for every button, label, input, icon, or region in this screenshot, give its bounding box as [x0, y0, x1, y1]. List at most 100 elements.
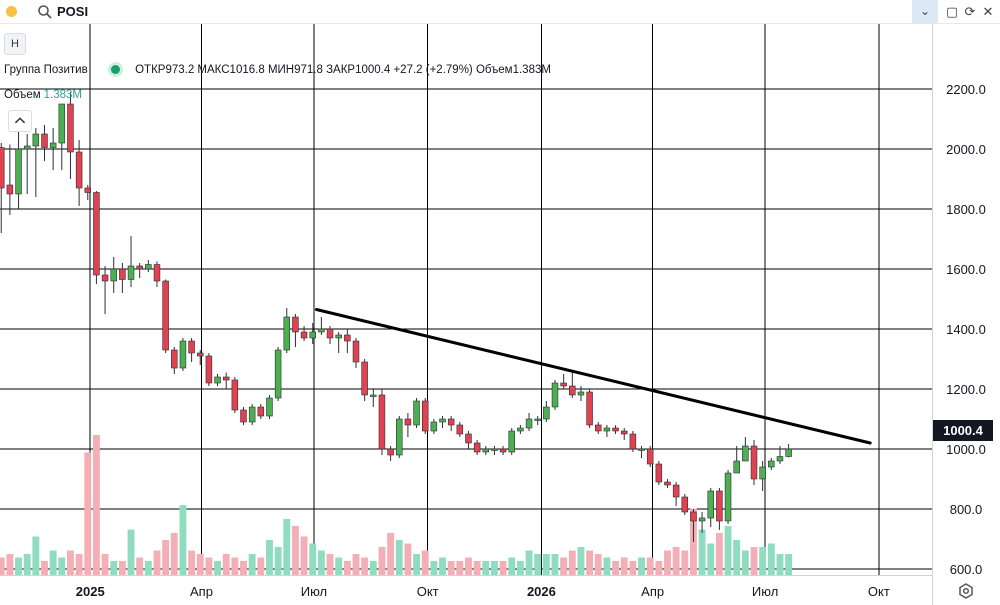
instrument-name: Группа Позитив [4, 64, 88, 76]
candle-body [318, 328, 325, 333]
price-tick-label: 1800.0 [946, 202, 986, 217]
candle-body [136, 265, 143, 270]
volume-bar [629, 561, 637, 575]
low-value: 971.8 [294, 64, 323, 76]
candle-body [508, 430, 515, 453]
candle-body [153, 264, 161, 282]
candle-body [785, 448, 792, 457]
visibility-icon[interactable] [110, 65, 120, 74]
time-tick-label: Июл [752, 584, 778, 599]
volume-bar [274, 547, 282, 575]
candle-body [197, 352, 204, 357]
candle-body [750, 445, 758, 480]
series-legend: Группа Позитив ОТКР973.2 МАКС1016.8 МИН9… [4, 64, 551, 76]
volume-bar [447, 561, 455, 575]
gear-icon[interactable] [958, 583, 974, 599]
refresh-icon[interactable]: ⟳ [964, 4, 976, 19]
candle-body [569, 385, 576, 396]
candle-body [551, 382, 559, 408]
volume-bar [283, 519, 291, 575]
volume-bar [724, 526, 732, 575]
candle-body [344, 334, 351, 342]
candle-body [32, 133, 40, 147]
volume-bar [170, 533, 178, 575]
volume-bar [750, 547, 758, 575]
candle-body [6, 184, 14, 195]
open-label: ОТКР [135, 64, 166, 76]
candle-body [733, 460, 740, 474]
chevron-down-icon[interactable]: ⌄ [912, 0, 938, 23]
h-button[interactable]: Н [4, 33, 26, 55]
search-icon[interactable] [37, 4, 53, 20]
candle-body [15, 148, 22, 195]
candle-body [586, 391, 593, 426]
volume-label: Объем [475, 64, 513, 76]
volume-bar [214, 561, 221, 575]
candle-body [335, 334, 342, 339]
volume-bar [144, 561, 152, 575]
volume-bar [240, 561, 247, 575]
collapse-icon[interactable] [8, 110, 32, 132]
candle-body [776, 456, 784, 462]
candle-body [560, 382, 567, 387]
volume-bar [499, 561, 507, 575]
volume-bar [387, 533, 395, 575]
candle-body [93, 192, 100, 276]
price-tick-label: 2200.0 [946, 82, 986, 97]
candle-body [300, 331, 308, 339]
candle-body [361, 361, 368, 396]
high-value: 1016.8 [229, 64, 265, 76]
chart-grid [0, 24, 933, 605]
symbol-input[interactable]: POSI [57, 4, 89, 19]
volume-bar [413, 554, 420, 575]
candle-body [231, 379, 239, 411]
candle-body [127, 265, 135, 280]
candle-body [119, 268, 126, 280]
price-tick-label: 1400.0 [946, 322, 986, 337]
volume-bar [638, 557, 645, 575]
volume-legend-value: 1.383M [43, 89, 82, 101]
volume-bar [248, 554, 256, 575]
volume-bar [534, 554, 542, 575]
close-icon[interactable]: ✕ [982, 4, 994, 19]
volume-bar [32, 536, 40, 575]
close-label: ЗАКР [326, 64, 356, 76]
candle-body [690, 511, 697, 522]
volume-bar [672, 547, 680, 575]
time-tick-label: Окт [417, 584, 439, 599]
candle-body [171, 349, 178, 369]
high-label: МАКС [197, 64, 230, 76]
candle-body [768, 460, 775, 468]
volume-bar [67, 550, 74, 575]
open-value: 973.2 [165, 64, 195, 76]
volume-bar [15, 557, 22, 575]
candle-body [430, 421, 438, 432]
volume-bar [404, 543, 412, 575]
candle-body [214, 376, 221, 384]
candlesticks [0, 92, 792, 542]
candle-body [629, 433, 637, 450]
candle-body [672, 484, 680, 498]
candle-body [707, 490, 714, 519]
volume-bar [179, 505, 187, 575]
candle-body [188, 340, 195, 354]
volume-bar [516, 561, 524, 575]
volume-bar [655, 561, 663, 575]
volume-bar [361, 557, 369, 575]
trendline [314, 308, 872, 445]
candle-body [179, 340, 187, 369]
volume-bar [525, 550, 533, 575]
volume-bar [646, 557, 654, 575]
candle-body [456, 424, 464, 435]
maximize-icon[interactable]: ▢ [945, 4, 959, 19]
candle-body [266, 397, 273, 417]
candle-body [681, 496, 689, 513]
candle-body [482, 448, 490, 453]
candle-body [257, 406, 265, 417]
candle-body [283, 316, 291, 351]
candle-body [248, 406, 256, 423]
volume-bar [188, 550, 196, 575]
volume-bar [326, 554, 334, 575]
candle-body [326, 328, 334, 339]
